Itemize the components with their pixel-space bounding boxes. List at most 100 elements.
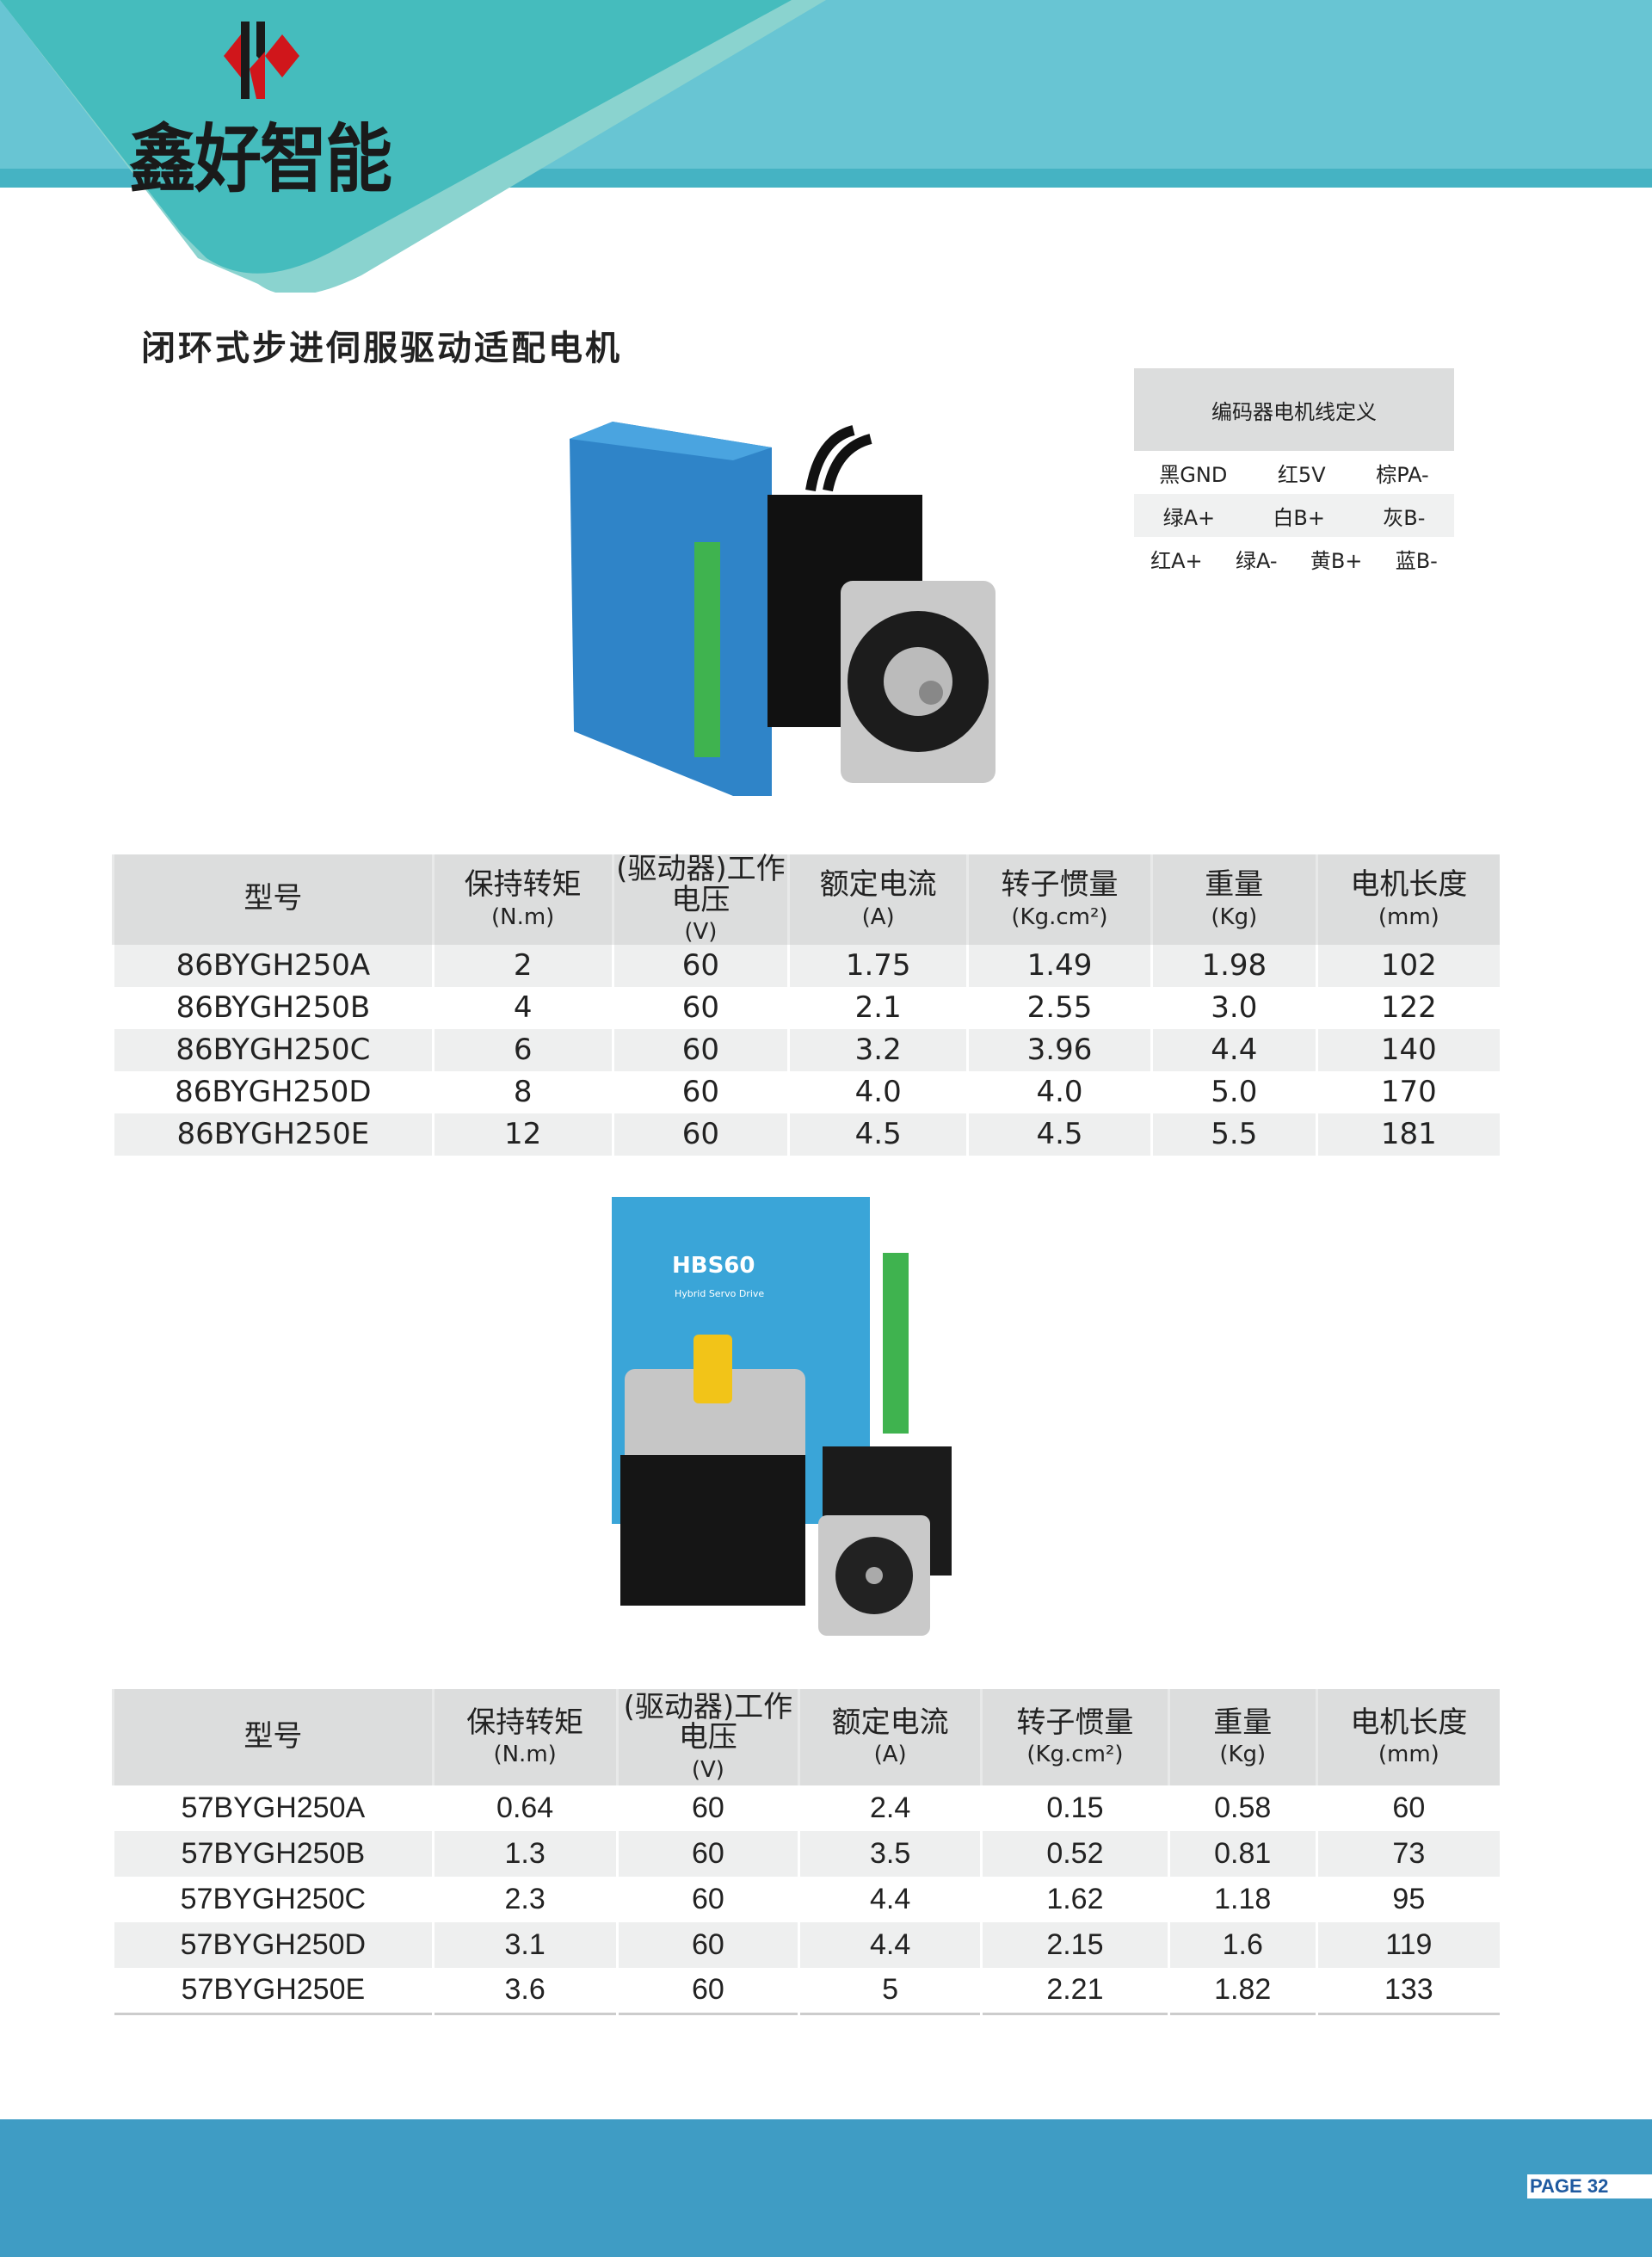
table-cell: 0.81 [1167,1831,1317,1877]
table-cell: 133 [1315,1968,1500,2013]
table-cell: 4.4 [798,1877,982,1922]
table-cell: 60 [611,1070,789,1113]
table-cell: 1.49 [966,944,1152,987]
table-cell: 4.4 [1150,1028,1317,1071]
table-cell: 57BYGH250E [112,1968,434,2013]
wire-label: 蓝B- [1395,548,1438,573]
table-cell: 0.64 [431,1785,618,1831]
table-cell: 86BYGH250E [112,1113,434,1156]
table-row: 86BYGH250B 4 60 2.1 2.55 3.0 122 [112,986,1500,1029]
table-cell: 57BYGH250C [112,1877,434,1922]
table-cell: 4.0 [966,1070,1152,1113]
column-header: 电机长度 (mm) [1315,1689,1500,1785]
table-cell: 1.75 [787,944,968,987]
table-cell: 140 [1315,1028,1500,1071]
table-cell: 95 [1315,1877,1500,1922]
table-cell: 57BYGH250D [112,1922,434,1968]
encoder-wiring-table: 编码器电机线定义 黑GND 红5V 棕PA- 绿A+ 白B+ 灰B- 红A+ 绿A- 黄B+… [1134,368,1454,580]
table-cell: 86BYGH250B [112,986,434,1029]
table-cell: 1.3 [431,1831,618,1877]
table-cell: 1.6 [1167,1922,1317,1968]
header-banner [0,0,1652,293]
table-cell: 3.1 [431,1922,618,1968]
table-cell: 3.6 [431,1968,618,2013]
table-cell: 60 [615,1831,799,1877]
encoder-table-title: 编码器电机线定义 [1134,368,1454,451]
column-header: 型号 [112,854,434,945]
wire-label: 绿A+ [1162,505,1216,530]
table-row: 86BYGH250C 6 60 3.2 3.96 4.4 140 [112,1028,1500,1071]
table-cell: 60 [615,1785,799,1831]
brand-logo [129,17,439,181]
table-cell: 2.55 [966,986,1152,1029]
table-cell: 102 [1315,944,1500,987]
table-row: 86BYGH250D 8 60 4.0 4.0 5.0 170 [112,1070,1500,1113]
wire-label: 绿A- [1235,548,1278,573]
table-cell: 60 [611,986,789,1029]
table-cell: 3.96 [966,1028,1152,1071]
table-cell: 60 [611,944,789,987]
table-cell: 3.5 [798,1831,982,1877]
footer-band [0,2119,1652,2257]
table-cell: 0.15 [980,1785,1169,1831]
brand-name: 鑫好智能 [129,117,392,203]
table-cell: 0.52 [980,1831,1169,1877]
table-cell: 119 [1315,1922,1500,1968]
table-cell: 1.18 [1167,1877,1317,1922]
motor-spec-table-57: 型号 保持转矩 (N.m) (驱动器)工作电压 (V) 额定电流 (A) 转子惯量 (K… [112,1689,1500,2015]
table-cell: 6 [431,1028,613,1071]
table-header-row: 型号 保持转矩 (N.m) (驱动器)工作电压 (V) 额定电流 (A) 转子惯量 (K… [112,1689,1500,1785]
column-header: (驱动器)工作电压 (V) [615,1689,799,1785]
table-cell: 86BYGH250A [112,944,434,987]
column-header: 型号 [112,1689,434,1785]
encoder-row: 绿A+ 白B+ 灰B- [1134,494,1454,537]
table-cell: 5.0 [1150,1070,1317,1113]
table-cell: 2.1 [787,986,968,1029]
encoder-row: 红A+ 绿A- 黄B+ 蓝B- [1134,537,1454,580]
encoder-row: 黑GND 红5V 棕PA- [1134,451,1454,494]
column-header: 转子惯量 (Kg.cm²) [966,854,1152,945]
table-cell: 4 [431,986,613,1029]
table-cell: 60 [1315,1785,1500,1831]
table-cell: 5 [798,1968,982,2013]
wire-label: 灰B- [1383,505,1426,530]
table-cell: 8 [431,1070,613,1113]
table-cell: 12 [431,1113,613,1156]
wire-label: 黑GND [1159,462,1228,487]
table-cell: 170 [1315,1070,1500,1113]
product-image-86-driver-motor [561,422,1010,796]
table-cell: 3.0 [1150,986,1317,1029]
table-cell: 4.5 [966,1113,1152,1156]
wire-label: 白B+ [1273,505,1325,530]
column-header: 重量 (Kg) [1167,1689,1317,1785]
table-cell: 86BYGH250D [112,1070,434,1113]
wire-label: 棕PA- [1376,462,1429,487]
driver-model-label: HBS60 [672,1253,755,1279]
table-cell: 1.98 [1150,944,1317,987]
page-number: PAGE 32 [1527,2174,1652,2198]
wire-label: 红A+ [1150,548,1203,573]
column-header: 额定电流 (A) [798,1689,982,1785]
table-row: 57BYGH250E 3.6 60 5 2.21 1.82 133 [112,1968,1500,2013]
table-cell: 5.5 [1150,1113,1317,1156]
table-row: 86BYGH250A 2 60 1.75 1.49 1.98 102 [112,944,1500,987]
driver-subtitle-label: Hybrid Servo Drive [675,1288,764,1299]
table-cell: 86BYGH250C [112,1028,434,1071]
column-header: 电机长度 (mm) [1315,854,1500,945]
table-cell: 0.58 [1167,1785,1317,1831]
table-cell: 181 [1315,1113,1500,1156]
table-cell: 2.15 [980,1922,1169,1968]
table-row: 57BYGH250B 1.3 60 3.5 0.52 0.81 73 [112,1831,1500,1877]
table-cell: 2.4 [798,1785,982,1831]
table-cell: 122 [1315,986,1500,1029]
table-row: 86BYGH250E 12 60 4.5 4.5 5.5 181 [112,1113,1500,1156]
product-image-hbs60-driver-motors: HBS60 Hybrid Servo Drive [607,1197,996,1643]
table-cell: 3.2 [787,1028,968,1071]
table-cell: 4.4 [798,1922,982,1968]
table-cell: 4.5 [787,1113,968,1156]
table-cell: 2 [431,944,613,987]
table-header-row: 型号 保持转矩 (N.m) (驱动器)工作电压 (V) 额定电流 (A) 转子惯量 (K… [112,854,1500,945]
wire-label: 红5V [1277,462,1326,487]
table-row: 57BYGH250A 0.64 60 2.4 0.15 0.58 60 [112,1785,1500,1831]
table-cell: 60 [615,1877,799,1922]
